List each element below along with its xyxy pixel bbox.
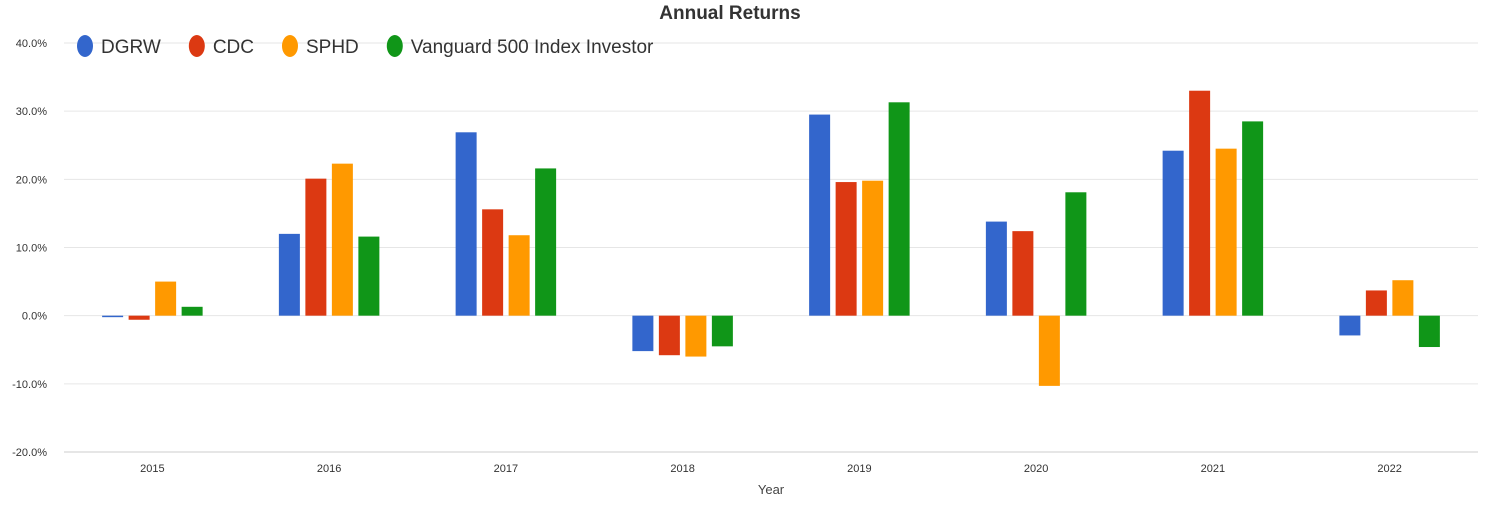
bar-dgrw-2015[interactable]: [102, 315, 124, 318]
x-tick-label: 2022: [1377, 463, 1401, 475]
y-tick-label: -20.0%: [12, 447, 47, 459]
legend-swatch: [188, 35, 205, 57]
bar-cdc-2018[interactable]: [658, 315, 680, 356]
y-tick-label: 20.0%: [16, 174, 47, 186]
bar-cdc-2020[interactable]: [1012, 231, 1034, 316]
legend-swatch: [386, 35, 403, 57]
bar-sphd-2021[interactable]: [1215, 148, 1237, 316]
bar-cdc-2019[interactable]: [835, 182, 857, 316]
y-tick-label: -10.0%: [12, 379, 47, 391]
bar-vanguard-500-index-investor-2017[interactable]: [535, 168, 557, 316]
legend-item-dgrw[interactable]: DGRW: [77, 35, 161, 58]
x-tick-label: 2020: [1024, 463, 1048, 475]
bar-vanguard-500-index-investor-2021[interactable]: [1242, 121, 1264, 316]
bar-sphd-2022[interactable]: [1392, 280, 1414, 316]
bar-sphd-2015[interactable]: [155, 281, 177, 316]
bar-vanguard-500-index-investor-2016[interactable]: [358, 236, 380, 316]
y-axis-ticks: -20.0% -10.0% 0.0% 10.0% 20.0% 30.0% 40.0%: [12, 38, 47, 459]
y-tick-label: 10.0%: [16, 243, 47, 255]
bar-vanguard-500-index-investor-2015[interactable]: [181, 306, 203, 316]
x-tick-label: 2019: [847, 463, 871, 475]
bar-cdc-2022[interactable]: [1365, 290, 1387, 316]
bar-cdc-2015[interactable]: [128, 315, 150, 320]
bar-vanguard-500-index-investor-2019[interactable]: [888, 102, 910, 316]
bar-cdc-2017[interactable]: [482, 209, 504, 316]
bar-dgrw-2021[interactable]: [1162, 150, 1184, 316]
legend-item-sphd[interactable]: SPHD: [281, 35, 359, 58]
x-tick-label: 2015: [140, 463, 164, 475]
legend-item-cdc[interactable]: CDC: [188, 35, 254, 58]
bars: [102, 90, 1440, 386]
x-tick-label: 2017: [494, 463, 518, 475]
chart-title: Annual Returns: [659, 3, 800, 24]
bar-vanguard-500-index-investor-2018[interactable]: [711, 315, 733, 347]
x-axis-title: Year: [758, 482, 785, 497]
bar-vanguard-500-index-investor-2022[interactable]: [1418, 315, 1440, 348]
bar-dgrw-2016[interactable]: [278, 233, 300, 316]
legend-item-vanguard-500-index-investor[interactable]: Vanguard 500 Index Investor: [386, 35, 654, 58]
legend-label: Vanguard 500 Index Investor: [411, 37, 654, 58]
legend[interactable]: DGRW CDC SPHD Vanguard 500 Index Investor: [77, 35, 654, 58]
legend-swatch: [77, 35, 93, 57]
bar-dgrw-2018[interactable]: [632, 315, 654, 352]
y-tick-label: 40.0%: [16, 38, 47, 50]
bar-sphd-2019[interactable]: [862, 180, 884, 316]
bar-sphd-2017[interactable]: [508, 235, 530, 316]
legend-label: SPHD: [306, 37, 359, 58]
grid-lines: [64, 42, 1478, 385]
legend-label: CDC: [213, 37, 254, 58]
bar-dgrw-2019[interactable]: [809, 114, 831, 316]
bar-cdc-2016[interactable]: [305, 178, 327, 316]
x-axis-ticks: 2015 2016 2017 2018 2019 2020 2021 2022: [140, 463, 1402, 475]
legend-label: DGRW: [101, 37, 161, 58]
y-tick-label: 30.0%: [16, 106, 47, 118]
bar-sphd-2016[interactable]: [331, 163, 353, 316]
legend-swatch: [281, 35, 298, 57]
bar-vanguard-500-index-investor-2020[interactable]: [1065, 192, 1087, 316]
bar-dgrw-2022[interactable]: [1339, 315, 1361, 336]
bar-dgrw-2017[interactable]: [455, 132, 477, 316]
bar-sphd-2020[interactable]: [1038, 315, 1060, 386]
x-tick-label: 2016: [317, 463, 341, 475]
y-tick-label: 0.0%: [22, 311, 47, 323]
bar-cdc-2021[interactable]: [1189, 90, 1211, 316]
bar-dgrw-2020[interactable]: [985, 221, 1007, 316]
bar-sphd-2018[interactable]: [685, 315, 707, 357]
x-tick-label: 2018: [670, 463, 694, 475]
x-tick-label: 2021: [1201, 463, 1225, 475]
